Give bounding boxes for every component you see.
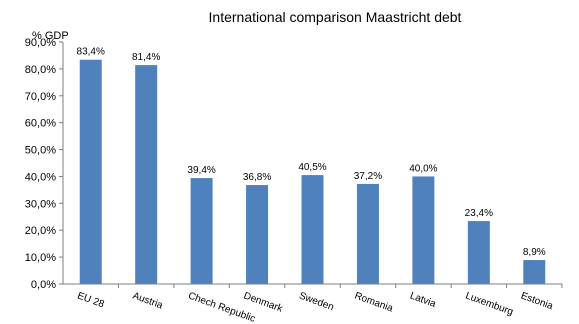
bar-value-label: 36,8%	[243, 172, 271, 183]
bar	[190, 178, 213, 284]
y-tick-label: 50,0%	[25, 145, 56, 157]
y-tick-label: 80,0%	[25, 64, 56, 76]
bar-value-label: 40,5%	[298, 162, 326, 173]
x-tick-label: Austria	[131, 290, 164, 311]
y-tick-label: 90,0%	[25, 37, 56, 49]
y-tick-label: 70,0%	[25, 91, 56, 103]
chart-title: International comparison Maastricht debt	[209, 9, 462, 25]
bar-value-label: 40,0%	[409, 163, 437, 174]
bar-value-label: 23,4%	[465, 208, 493, 219]
bar-value-label: 83,4%	[77, 47, 105, 58]
y-axis-label: % GDP	[32, 30, 69, 42]
value-labels: 83,4% 81,4% 39,4% 36,8% 40,5% 37,2% 40,0% 23,4%…	[77, 47, 546, 258]
bar	[356, 183, 379, 284]
x-tick-label: Sweden	[297, 290, 335, 313]
y-tick-label: 60,0%	[25, 118, 56, 130]
x-tick-label: Romania	[353, 290, 395, 314]
x-tick-label: Luxemburg	[464, 290, 515, 317]
y-tick-label: 20,0%	[25, 225, 56, 237]
y-tick-label: 30,0%	[25, 198, 56, 210]
bar	[523, 260, 546, 284]
bar	[301, 175, 324, 284]
bar	[79, 59, 102, 284]
y-tick-label: 40,0%	[25, 171, 56, 183]
bar-value-label: 37,2%	[354, 171, 382, 182]
bar-value-label: 81,4%	[132, 52, 160, 63]
bar-value-label: 8,9%	[523, 247, 546, 258]
x-tick-label: EU 28	[76, 290, 106, 310]
bar	[135, 65, 158, 284]
bar	[246, 185, 269, 284]
x-tick-label: Latvia	[408, 290, 437, 310]
bar	[467, 221, 490, 284]
y-tick-label: 0,0%	[31, 279, 56, 291]
bar-value-label: 39,4%	[187, 165, 215, 176]
bar	[412, 176, 435, 284]
bars	[79, 59, 546, 284]
x-tick-label: Estonia	[519, 290, 555, 312]
y-tick-label: 10,0%	[25, 252, 56, 264]
y-axis-ticks: 0,0% 10,0% 20,0% 30,0% 40,0% 50,0% 60,0% 70,0% 8…	[25, 37, 63, 291]
